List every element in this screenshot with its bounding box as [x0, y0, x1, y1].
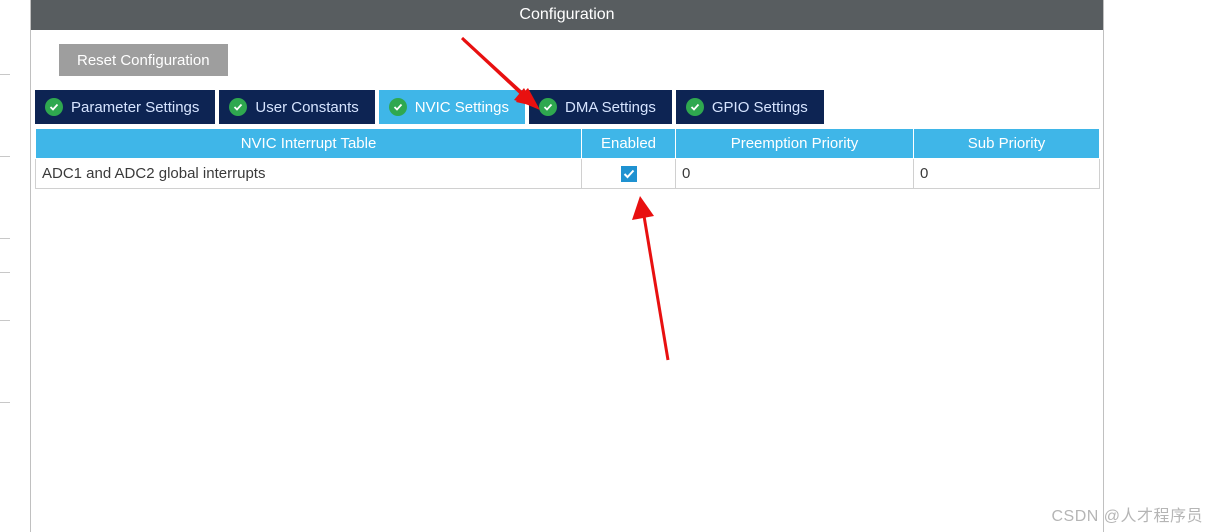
- tab-label: User Constants: [255, 99, 358, 116]
- tab-label: GPIO Settings: [712, 99, 808, 116]
- check-circle-icon: [539, 98, 557, 116]
- checkbox-checked-icon[interactable]: [621, 166, 637, 182]
- panel-title: Configuration: [31, 0, 1103, 30]
- col-preemption[interactable]: Preemption Priority: [676, 129, 914, 159]
- check-circle-icon: [389, 98, 407, 116]
- gutter-tick: [0, 238, 10, 239]
- cell-sub[interactable]: 0: [914, 159, 1100, 189]
- gutter-tick: [0, 74, 10, 75]
- table-header-row: NVIC Interrupt Table Enabled Preemption …: [36, 129, 1100, 159]
- cell-interrupt-name: ADC1 and ADC2 global interrupts: [36, 159, 582, 189]
- check-circle-icon: [229, 98, 247, 116]
- gutter-tick: [0, 320, 10, 321]
- reset-row: Reset Configuration: [31, 30, 1103, 90]
- reset-configuration-button[interactable]: Reset Configuration: [59, 44, 228, 76]
- tabstrip: Parameter Settings User Constants NVIC S…: [35, 90, 1099, 124]
- gutter-tick: [0, 272, 10, 273]
- configuration-panel: Configuration Reset Configuration Parame…: [30, 0, 1104, 532]
- tab-label: DMA Settings: [565, 99, 656, 116]
- check-circle-icon: [686, 98, 704, 116]
- col-sub[interactable]: Sub Priority: [914, 129, 1100, 159]
- watermark-text: CSDN @人才程序员: [1051, 502, 1203, 526]
- gutter-tick: [0, 156, 10, 157]
- col-name[interactable]: NVIC Interrupt Table: [36, 129, 582, 159]
- tab-parameter-settings[interactable]: Parameter Settings: [35, 90, 215, 124]
- tab-dma-settings[interactable]: DMA Settings: [529, 90, 672, 124]
- tab-label: Parameter Settings: [71, 99, 199, 116]
- gutter-tick: [0, 402, 10, 403]
- cell-preemption[interactable]: 0: [676, 159, 914, 189]
- col-enabled[interactable]: Enabled: [582, 129, 676, 159]
- tab-gpio-settings[interactable]: GPIO Settings: [676, 90, 824, 124]
- check-circle-icon: [45, 98, 63, 116]
- nvic-table-wrap: NVIC Interrupt Table Enabled Preemption …: [35, 128, 1099, 189]
- table-row[interactable]: ADC1 and ADC2 global interrupts 0 0: [36, 159, 1100, 189]
- cell-enabled[interactable]: [582, 159, 676, 189]
- left-gutter: [0, 0, 10, 532]
- nvic-interrupt-table: NVIC Interrupt Table Enabled Preemption …: [35, 128, 1100, 189]
- tab-nvic-settings[interactable]: NVIC Settings: [379, 90, 525, 124]
- tab-label: NVIC Settings: [415, 99, 509, 116]
- tab-user-constants[interactable]: User Constants: [219, 90, 374, 124]
